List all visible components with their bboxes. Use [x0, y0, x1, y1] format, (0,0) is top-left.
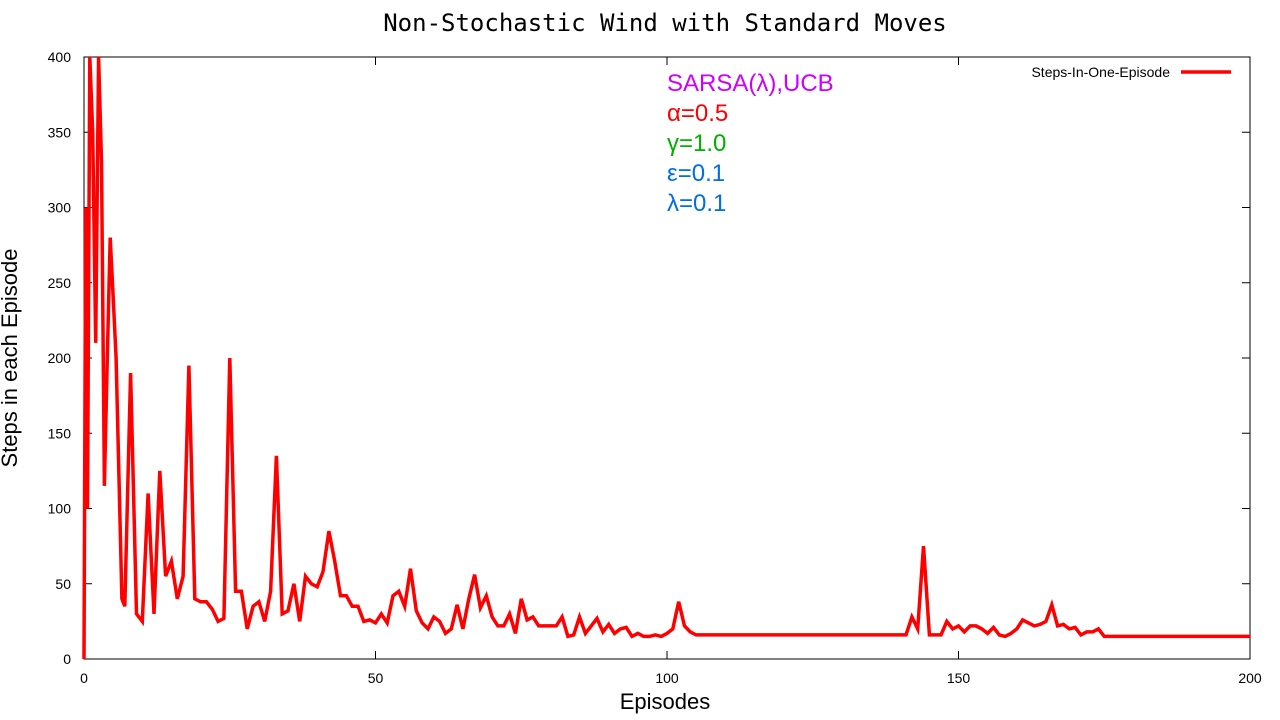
y-tick-label: 0 [63, 651, 71, 667]
annotation-label: α=0.5 [667, 100, 728, 127]
annotation-label: γ=1.0 [667, 130, 726, 157]
y-tick-label: 300 [48, 200, 72, 216]
legend-label: Steps-In-One-Episode [1031, 64, 1170, 80]
annotation-label: SARSA(λ),UCB [667, 70, 834, 97]
series-line [82, 56, 1250, 660]
chart-title: Non-Stochastic Wind with Standard Moves [383, 9, 947, 37]
x-axis-label: Episodes [620, 689, 711, 714]
x-tick-label: 50 [368, 670, 384, 686]
x-tick-label: 150 [947, 670, 971, 686]
x-tick-label: 100 [655, 670, 679, 686]
legend: Steps-In-One-Episode [1031, 64, 1231, 80]
y-tick-label: 100 [48, 501, 72, 517]
y-tick-label: 250 [48, 275, 72, 291]
x-tick-label: 0 [80, 670, 88, 686]
x-tick-label: 200 [1238, 670, 1262, 686]
y-tick-label: 150 [48, 425, 72, 441]
y-tick-label: 350 [48, 124, 72, 140]
y-axis-label: Steps in each Episode [0, 249, 22, 468]
series-group [82, 56, 1250, 660]
y-tick-label: 400 [48, 49, 72, 65]
annotation-label: λ=0.1 [667, 190, 726, 217]
parameter-annotations: SARSA(λ),UCB α=0.5 γ=1.0 ε=0.1 λ=0.1 [667, 70, 834, 217]
x-axis: 0 50 100 150 200 [80, 57, 1262, 686]
annotation-label: ε=0.1 [667, 160, 725, 187]
y-tick-label: 50 [55, 576, 71, 592]
y-axis: 0 50 100 150 200 250 300 350 400 [48, 49, 1250, 667]
y-tick-label: 200 [48, 350, 72, 366]
